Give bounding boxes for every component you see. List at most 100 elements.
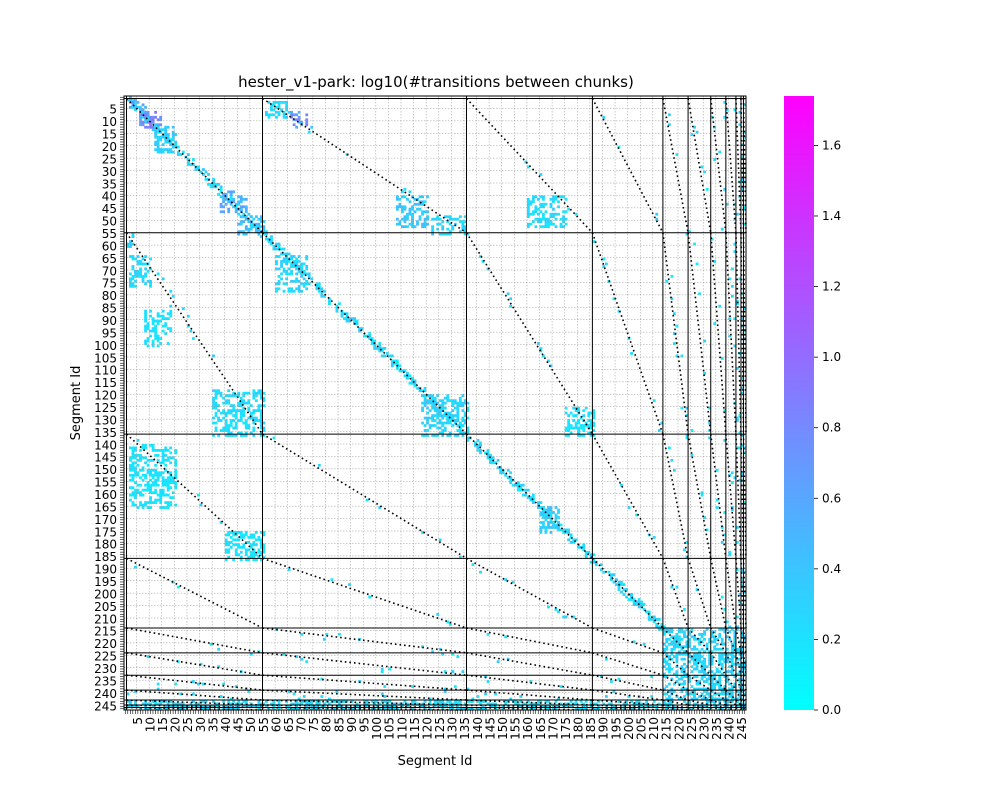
heatmap-cell-1447 [302, 272, 306, 276]
heatmap-cell-2868 [247, 690, 251, 693]
heatmap-cell-1975 [161, 700, 165, 703]
heatmap-cell-2589 [695, 665, 699, 669]
heatmap-cell-375 [549, 516, 553, 519]
chunk-boundaries [124, 96, 747, 711]
heatmap-cell-1671 [451, 409, 455, 412]
heatmap-cell-2765 [680, 697, 684, 701]
heatmap-cell-1315 [247, 548, 251, 552]
heatmap-cell-1044 [159, 448, 163, 452]
heatmap-cell-3054 [617, 309, 621, 313]
heatmap-cell-672 [239, 207, 243, 211]
heatmap-cell-2914 [436, 613, 440, 616]
heatmap-cell-36 [159, 130, 163, 134]
heatmap-cell-2802 [713, 702, 717, 706]
y-tick-label-28: 145 [94, 451, 117, 465]
heatmap-cell-1582 [453, 222, 457, 226]
heatmap-cell-2763 [670, 697, 674, 701]
heatmap-cell-2835 [171, 294, 175, 298]
heatmap-cell-2022 [164, 705, 168, 708]
heatmap-cell-2841 [191, 337, 195, 340]
heatmap-cell-788 [159, 314, 163, 318]
heatmap-cell-2954 [383, 695, 387, 698]
heatmap-cell-2736 [685, 692, 689, 696]
heatmap-cell-739 [144, 262, 147, 266]
y-tick-label-8: 45 [102, 202, 117, 216]
heatmap-cell-1664 [466, 406, 470, 410]
heatmap-cell-1314 [244, 548, 248, 552]
heatmap-cell-366 [542, 508, 545, 512]
heatmap-cell-2985 [574, 212, 578, 216]
heatmap-cell-1545 [395, 222, 399, 226]
heatmap-cell-1763 [539, 195, 543, 199]
heatmap-cell-3017 [486, 680, 490, 683]
heatmap-cell-955 [249, 416, 253, 420]
y-tick-label-31: 160 [94, 488, 117, 502]
heatmap-cell-1628 [451, 399, 455, 403]
heatmap-cell-1473 [290, 287, 294, 291]
heatmap-cell-1792 [542, 205, 545, 209]
heatmap-cell-903 [237, 404, 241, 408]
heatmap-cell-2027 [181, 705, 185, 708]
heatmap-cell-2466 [665, 647, 669, 651]
heatmap-cell-1189 [146, 488, 150, 492]
y-tick-label-24: 125 [94, 401, 117, 415]
heatmap-cell-999 [214, 429, 218, 432]
heatmap-cell-842 [212, 389, 215, 393]
heatmap-cell-1668 [436, 409, 440, 412]
heatmap-cell-1844 [564, 222, 568, 226]
heatmap-cell-1746 [458, 431, 462, 435]
heatmap-cell-749 [146, 270, 150, 273]
heatmap-cell-2593 [728, 665, 732, 669]
heatmap-cell-3116 [693, 125, 696, 129]
heatmap-cell-900 [217, 404, 220, 408]
heatmap-cell-894 [237, 401, 241, 405]
heatmap-cell-2009 [237, 702, 241, 706]
heatmap-cell-1633 [423, 401, 427, 405]
heatmap-cell-3237 [735, 446, 739, 450]
heatmap-cell-2730 [730, 690, 734, 693]
heatmap-cell-745 [149, 267, 152, 271]
heatmap-cell-2630 [683, 672, 686, 676]
heatmap-cell-1851 [554, 225, 558, 229]
heatmap-cell-2534 [670, 657, 674, 661]
heatmap-cell-1468 [297, 284, 301, 288]
heatmap-cell-1603 [443, 232, 447, 236]
y-tick-label-9: 50 [102, 215, 117, 229]
heatmap-cell-767 [146, 279, 150, 283]
heatmap-cell-2471 [693, 647, 696, 651]
heatmap-cell-1966 [589, 434, 593, 437]
heatmap-cell-2387 [675, 632, 679, 636]
heatmap-cell-904 [239, 404, 243, 408]
heatmap-cell-1753 [431, 434, 435, 437]
heatmap-cell-977 [244, 421, 248, 425]
heatmap-cell-1009 [239, 431, 243, 435]
heatmap-cell-2974 [383, 707, 387, 711]
heatmap-cell-260 [418, 389, 422, 393]
heatmap-cell-1915 [592, 411, 596, 415]
heatmap-cell-1425 [280, 265, 283, 268]
heatmap-cell-1937 [574, 424, 578, 427]
heatmap-cell-2117 [458, 700, 462, 703]
heatmap-cell-133 [275, 242, 278, 246]
heatmap-cell-1928 [589, 419, 593, 422]
heatmap-cell-250 [411, 376, 414, 380]
heatmap-cell-2112 [436, 700, 440, 703]
heatmap-cell-2159 [265, 705, 268, 708]
heatmap-cell-2341 [547, 707, 550, 711]
heatmap-cell-2240 [481, 700, 485, 703]
heatmap-cell-2797 [688, 702, 691, 706]
heatmap-cell-683 [249, 215, 253, 219]
heatmap-cell-1916 [567, 414, 571, 417]
heatmap-cell-1363 [277, 105, 281, 109]
heatmap-cell-3000 [587, 424, 591, 427]
heatmap-cell-1082 [131, 461, 135, 465]
heatmap-cell-1506 [398, 205, 402, 209]
heatmap-cell-1477 [275, 289, 278, 293]
heatmap-cell-1216 [149, 496, 152, 500]
heatmap-cell-1192 [159, 488, 163, 492]
heatmap-cell-2997 [549, 364, 553, 368]
heatmap-cell-1949 [582, 426, 586, 430]
heatmap-cell-2633 [705, 672, 709, 676]
heatmap-cell-2407 [718, 635, 722, 639]
heatmap-cell-2857 [199, 662, 203, 666]
